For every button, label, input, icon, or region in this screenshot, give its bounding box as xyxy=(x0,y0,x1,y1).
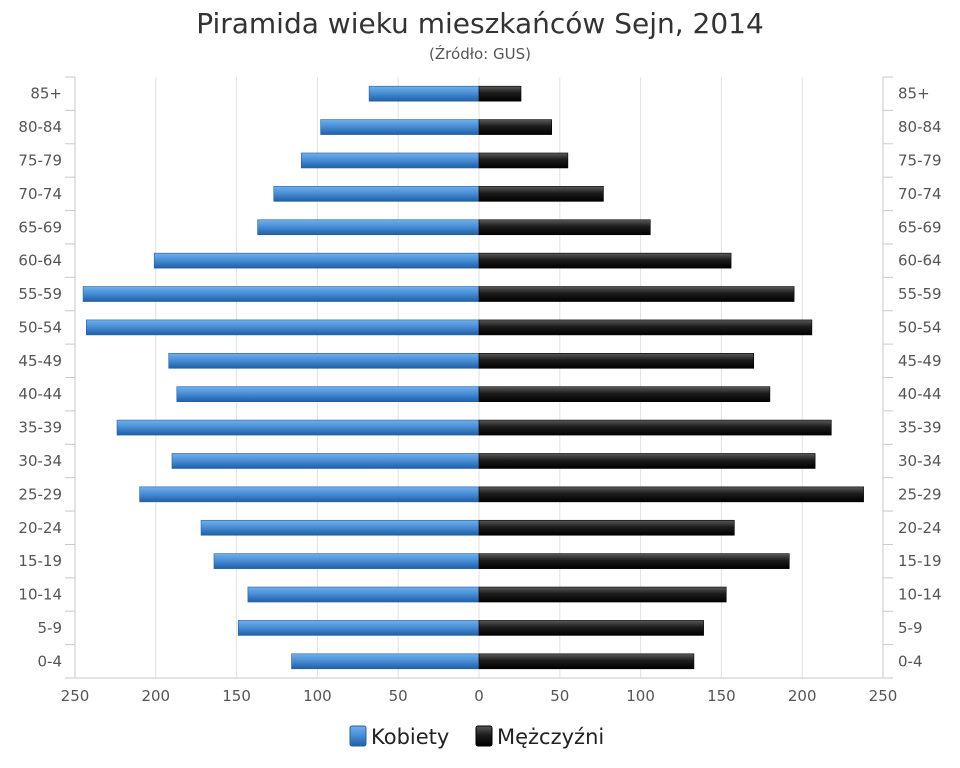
category-label-left: 75-79 xyxy=(18,151,62,169)
bar-kobiety[interactable] xyxy=(153,252,480,269)
x-tick-label: 50 xyxy=(550,687,569,705)
category-label-right: 35-39 xyxy=(898,419,942,437)
legend-swatch-mezczyzni xyxy=(475,725,493,747)
bar-mezczyzni[interactable] xyxy=(478,319,813,336)
category-label-right: 60-64 xyxy=(898,252,942,270)
category-label-left: 0-4 xyxy=(38,652,63,670)
x-tick-label: 0 xyxy=(474,687,484,705)
grid-lines xyxy=(155,77,803,678)
bar-mezczyzni[interactable] xyxy=(478,252,732,269)
bar-kobiety[interactable] xyxy=(200,519,480,536)
category-label-right: 40-44 xyxy=(898,385,942,403)
category-label-right: 45-49 xyxy=(898,352,942,370)
category-label-left: 15-19 xyxy=(18,552,62,570)
category-label-right: 70-74 xyxy=(898,185,942,203)
bar-mezczyzni[interactable] xyxy=(478,419,832,436)
legend-label-mezczyzni[interactable]: Mężczyźni xyxy=(497,725,604,749)
category-label-left: 50-54 xyxy=(18,318,62,336)
category-label-left: 40-44 xyxy=(18,385,62,403)
category-label-left: 5-9 xyxy=(38,619,63,637)
x-tick-label: 200 xyxy=(141,687,170,705)
x-tick-label: 100 xyxy=(626,687,655,705)
category-label-right: 10-14 xyxy=(898,586,942,604)
bar-mezczyzni[interactable] xyxy=(478,453,816,469)
bar-mezczyzni[interactable] xyxy=(478,152,569,169)
bar-mezczyzni[interactable] xyxy=(478,586,727,603)
bar-kobiety[interactable] xyxy=(247,586,480,603)
category-label-right: 20-24 xyxy=(898,519,942,537)
category-label-left: 10-14 xyxy=(18,586,62,604)
category-label-right: 80-84 xyxy=(898,118,942,136)
legend-label-kobiety[interactable]: Kobiety xyxy=(371,725,449,749)
category-label-left: 20-24 xyxy=(18,519,62,537)
category-label-right: 75-79 xyxy=(898,151,942,169)
x-tick-label: 250 xyxy=(61,687,90,705)
category-label-right: 55-59 xyxy=(898,285,942,303)
x-tick-labels: 250 200 150 100 50 0 50 100 150 200 250 xyxy=(61,687,898,705)
x-tick-label: 200 xyxy=(788,687,817,705)
bar-mezczyzni[interactable] xyxy=(478,353,755,369)
bar-kobiety[interactable] xyxy=(273,186,480,202)
bar-kobiety[interactable] xyxy=(320,119,480,135)
category-label-right: 85+ xyxy=(898,85,930,103)
bar-kobiety[interactable] xyxy=(168,353,480,369)
category-label-right: 5-9 xyxy=(898,619,923,637)
bar-kobiety[interactable] xyxy=(257,219,480,236)
bar-kobiety[interactable] xyxy=(368,85,480,102)
x-tick-label: 150 xyxy=(222,687,251,705)
bar-mezczyzni[interactable] xyxy=(478,85,522,102)
bars xyxy=(82,85,864,670)
category-labels: 85+ 85+ 80-84 80-84 75-79 75-79 70-74 70-74 65-6… xyxy=(18,85,941,671)
bar-mezczyzni[interactable] xyxy=(478,119,553,135)
bar-mezczyzni[interactable] xyxy=(478,553,790,569)
category-label-left: 35-39 xyxy=(18,419,62,437)
category-label-left: 30-34 xyxy=(18,452,62,470)
x-tick-label: 50 xyxy=(389,687,408,705)
bar-kobiety[interactable] xyxy=(213,553,480,569)
category-label-left: 25-29 xyxy=(18,485,62,503)
bar-kobiety[interactable] xyxy=(82,286,480,302)
bar-kobiety[interactable] xyxy=(291,653,480,670)
bar-mezczyzni[interactable] xyxy=(478,219,651,236)
x-tick-label: 250 xyxy=(869,687,898,705)
category-label-right: 0-4 xyxy=(898,652,923,670)
legend: Kobiety Mężczyźni xyxy=(349,725,604,749)
bar-kobiety[interactable] xyxy=(176,386,480,402)
category-label-left: 55-59 xyxy=(18,285,62,303)
category-label-right: 15-19 xyxy=(898,552,942,570)
legend-swatch-kobiety xyxy=(349,725,367,747)
category-label-left: 80-84 xyxy=(18,118,62,136)
bar-mezczyzni[interactable] xyxy=(478,286,795,302)
bar-mezczyzni[interactable] xyxy=(478,486,864,503)
bar-kobiety[interactable] xyxy=(139,486,480,503)
category-label-right: 65-69 xyxy=(898,218,942,236)
category-label-left: 65-69 xyxy=(18,218,62,236)
chart-title: Piramida wieku mieszkańców Sejn, 2014 xyxy=(196,7,764,40)
category-label-left: 45-49 xyxy=(18,352,62,370)
category-label-right: 50-54 xyxy=(898,318,942,336)
bar-kobiety[interactable] xyxy=(237,620,480,636)
x-tick-label: 150 xyxy=(707,687,736,705)
category-label-right: 30-34 xyxy=(898,452,942,470)
x-tick-label: 100 xyxy=(303,687,332,705)
bar-mezczyzni[interactable] xyxy=(478,620,704,636)
bar-kobiety[interactable] xyxy=(300,152,480,169)
bar-kobiety[interactable] xyxy=(86,319,480,336)
category-label-left: 85+ xyxy=(30,85,62,103)
axes xyxy=(65,76,893,679)
chart-subtitle: (Źródło: GUS) xyxy=(429,44,531,63)
bar-kobiety[interactable] xyxy=(171,453,480,469)
bar-mezczyzni[interactable] xyxy=(478,186,604,202)
bar-mezczyzni[interactable] xyxy=(478,519,735,536)
category-label-left: 60-64 xyxy=(18,252,62,270)
bar-mezczyzni[interactable] xyxy=(478,653,695,670)
bar-mezczyzni[interactable] xyxy=(478,386,771,402)
bar-kobiety[interactable] xyxy=(116,419,480,436)
category-label-right: 25-29 xyxy=(898,485,942,503)
category-label-left: 70-74 xyxy=(18,185,62,203)
